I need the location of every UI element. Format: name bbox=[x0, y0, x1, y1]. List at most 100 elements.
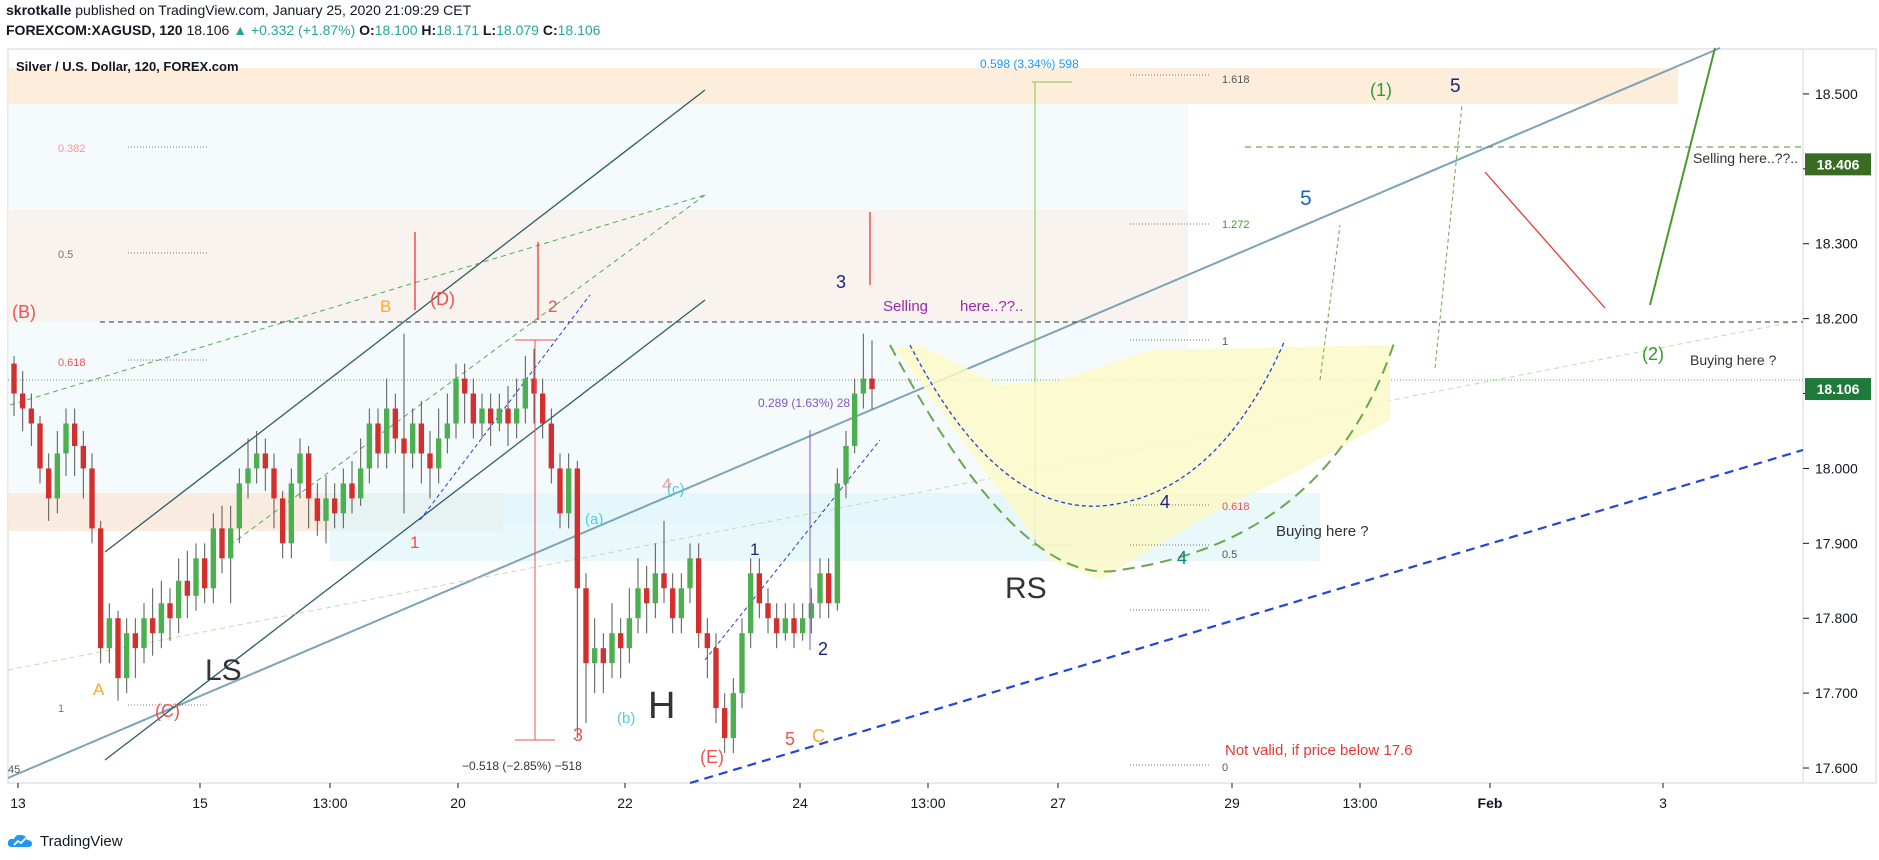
candle-body bbox=[401, 438, 407, 454]
wave-dashed-b bbox=[704, 439, 881, 661]
cup-zone bbox=[895, 345, 1390, 580]
price-change: +0.332 (+1.87%) bbox=[250, 22, 356, 38]
candle-body bbox=[496, 408, 503, 424]
open-value: 18.100 bbox=[374, 22, 418, 38]
candle-body bbox=[366, 423, 373, 469]
candle-body bbox=[184, 580, 191, 596]
annotation-label: B bbox=[380, 297, 391, 316]
annotation-label: (D) bbox=[430, 289, 455, 309]
candle-body bbox=[37, 423, 43, 469]
tradingview-logo[interactable]: TradingView bbox=[6, 832, 123, 850]
candle-body bbox=[357, 468, 364, 499]
candle-body bbox=[470, 393, 477, 424]
candle-body bbox=[219, 528, 225, 559]
close-value: 18.106 bbox=[557, 22, 601, 38]
candle-body bbox=[669, 588, 676, 619]
low-label: L: bbox=[482, 22, 497, 38]
annotation-label: (B) bbox=[12, 302, 36, 322]
candle-body bbox=[28, 408, 35, 424]
candle-body bbox=[71, 423, 78, 446]
last-price: 18.106 bbox=[186, 22, 230, 38]
published-text: published on TradingView.com, January 25… bbox=[75, 2, 472, 18]
annotation-label: Buying here ? bbox=[1276, 523, 1369, 540]
candle-body bbox=[531, 378, 537, 394]
candle-body bbox=[479, 408, 485, 424]
candle-body bbox=[158, 603, 165, 634]
annotation-label: 3 bbox=[573, 725, 583, 745]
candle-body bbox=[435, 438, 442, 469]
annotation-label: 1 bbox=[750, 540, 759, 559]
time-tick-label: 13:00 bbox=[1342, 795, 1377, 811]
candle-body bbox=[817, 573, 823, 604]
price-tick-label: 18.200 bbox=[1815, 311, 1858, 327]
candle-body bbox=[123, 633, 130, 679]
up-arrow-icon: ▲ bbox=[233, 22, 248, 38]
close-label: C: bbox=[542, 22, 558, 38]
candle-body bbox=[141, 618, 147, 649]
annotation-label: 5 bbox=[1450, 76, 1461, 97]
annotation-label: LS bbox=[205, 654, 242, 687]
annotation-label: 2 bbox=[548, 297, 557, 316]
projection-line-1 bbox=[1319, 224, 1341, 381]
annotation-label: 1 bbox=[58, 703, 64, 715]
candle-body bbox=[349, 483, 355, 499]
annotation-label: (E) bbox=[700, 747, 724, 767]
symbol-label[interactable]: FOREXCOM:XAGUSD, 120 bbox=[6, 22, 183, 38]
author-name[interactable]: skrotkalle bbox=[6, 2, 72, 18]
annotation-label: (C) bbox=[155, 701, 180, 721]
candle-body bbox=[80, 445, 87, 469]
candle-body bbox=[730, 693, 737, 739]
candle-body bbox=[149, 618, 156, 634]
candle-body bbox=[583, 588, 589, 664]
price-tick-label: 18.500 bbox=[1815, 86, 1858, 102]
time-tick-label: 13:00 bbox=[910, 795, 945, 811]
candle-body bbox=[851, 393, 858, 446]
annotation-label: 0 bbox=[1222, 762, 1228, 774]
candle-body bbox=[808, 603, 815, 619]
axes: 17.60017.70017.80017.90018.00018.10018.2… bbox=[10, 86, 1871, 811]
candle-body bbox=[799, 618, 806, 634]
annotation-label: (a) bbox=[585, 511, 603, 528]
annotation-label: 5 bbox=[785, 729, 795, 749]
candle-body bbox=[288, 483, 295, 544]
time-tick-label: 22 bbox=[617, 795, 633, 811]
price-label: 18.406 bbox=[1817, 156, 1860, 172]
time-tick-label: 3 bbox=[1659, 795, 1667, 811]
annotation-label: C bbox=[812, 726, 825, 746]
time-tick-label: 13 bbox=[10, 795, 26, 811]
annotation-label: 0.618 bbox=[58, 357, 86, 369]
candle-body bbox=[522, 378, 529, 409]
candle-body bbox=[63, 423, 69, 454]
candle-body bbox=[444, 423, 451, 439]
candle-body bbox=[505, 408, 511, 424]
candle-body bbox=[487, 408, 494, 424]
candle-body bbox=[756, 573, 763, 604]
annotation-label: here..??.. bbox=[960, 298, 1023, 315]
annotation-label: 0.618 bbox=[1222, 501, 1250, 513]
cup-curve-blue bbox=[909, 339, 1286, 507]
annotation-label: 0.598 (3.34%) 598 bbox=[980, 57, 1079, 71]
annotations: Silver / U.S. Dollar, 120, FOREX.com 0.59… bbox=[8, 47, 1798, 776]
annotation-label: 0.5 bbox=[58, 249, 73, 261]
price-label-badge bbox=[1805, 378, 1871, 401]
candle-body bbox=[643, 588, 650, 604]
candle-body bbox=[678, 588, 685, 619]
symbol-info: FOREXCOM:XAGUSD, 120 18.106 ▲ +0.332 (+1… bbox=[6, 22, 600, 38]
candle-body bbox=[175, 580, 182, 619]
candle-body bbox=[617, 633, 624, 649]
annotation-label: 1 bbox=[410, 533, 419, 552]
candle-body bbox=[11, 363, 17, 394]
price-tick-label: 17.700 bbox=[1815, 685, 1858, 701]
brand-label: TradingView bbox=[40, 832, 123, 850]
candle-body bbox=[825, 573, 832, 604]
price-tick-label: 17.900 bbox=[1815, 535, 1858, 551]
candle-body bbox=[609, 633, 615, 664]
main-trendline bbox=[7, 47, 1721, 779]
candles bbox=[11, 333, 875, 754]
candle-body bbox=[132, 633, 139, 649]
bull-arrow bbox=[1649, 47, 1716, 306]
candle-body bbox=[106, 618, 113, 649]
high-value: 18.171 bbox=[436, 22, 480, 38]
wave-dashed-a bbox=[419, 294, 591, 521]
